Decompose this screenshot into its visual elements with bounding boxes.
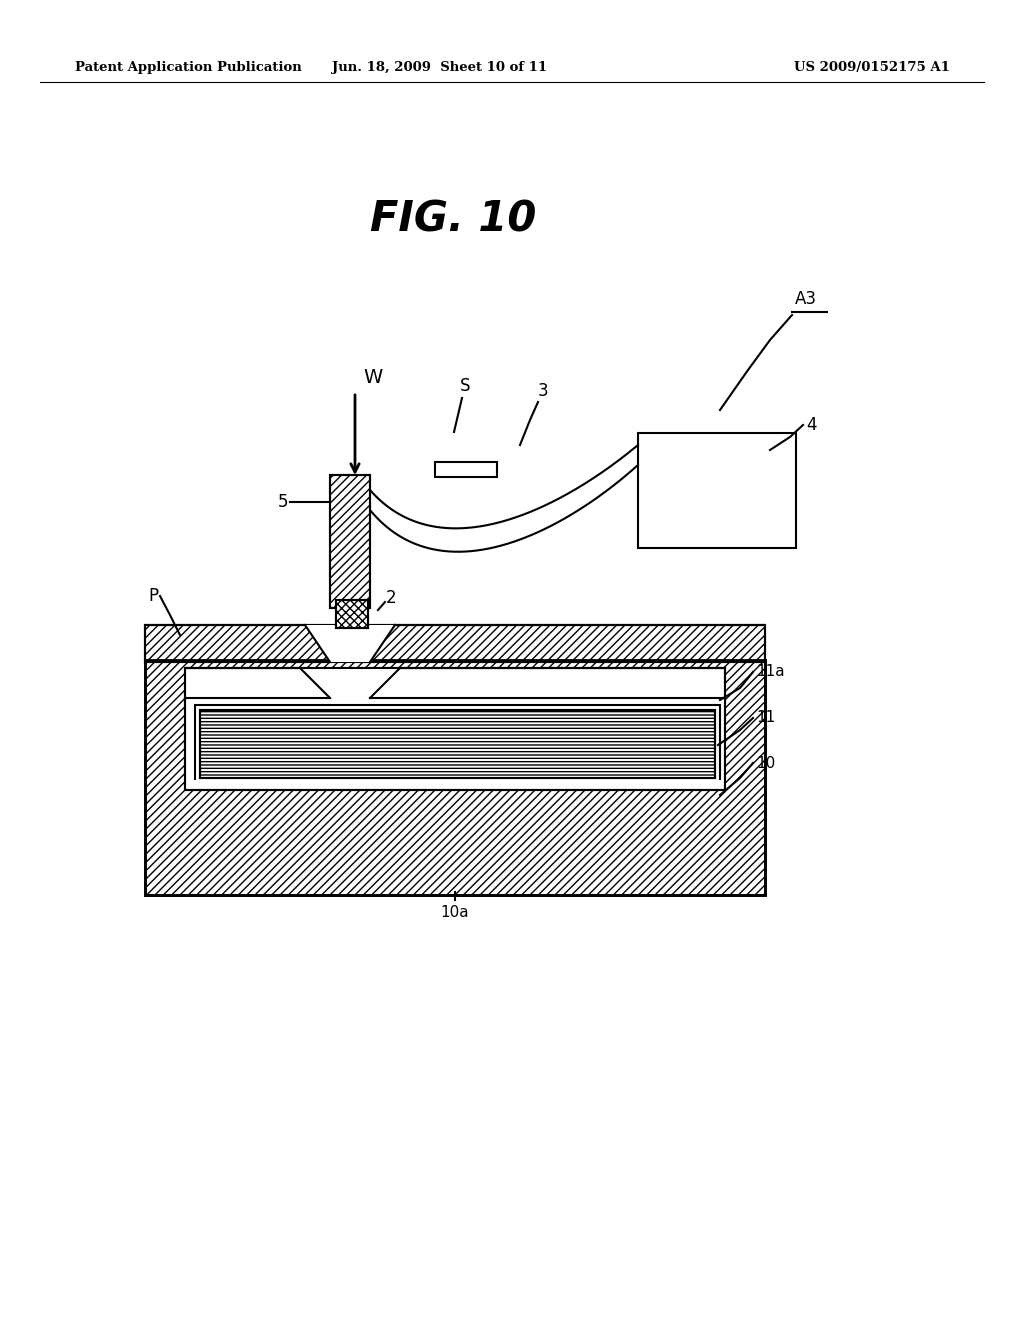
Polygon shape [300,668,400,698]
Text: 10: 10 [756,755,775,771]
Text: FIG. 10: FIG. 10 [370,199,537,242]
Bar [145,624,765,663]
Bar [200,710,715,777]
Bar [336,601,368,628]
Text: W: W [362,368,382,387]
Text: Jun. 18, 2009  Sheet 10 of 11: Jun. 18, 2009 Sheet 10 of 11 [333,62,548,74]
Text: 4: 4 [806,416,816,434]
Text: 3: 3 [538,381,549,400]
Bar [638,433,796,548]
Bar [145,624,765,663]
Bar [145,660,765,895]
Bar [187,780,723,788]
Text: 11a: 11a [756,664,784,680]
Bar [336,601,368,628]
Bar [185,668,725,789]
Bar [330,475,370,609]
Bar [330,475,370,609]
Bar [145,660,765,895]
Text: S: S [460,378,470,395]
Text: A3: A3 [795,290,817,308]
Bar [195,705,720,783]
Text: P: P [147,587,158,605]
Polygon shape [305,624,395,663]
Text: 5: 5 [278,492,288,511]
Bar [330,475,370,609]
Text: US 2009/0152175 A1: US 2009/0152175 A1 [795,62,950,74]
Bar [435,462,497,477]
Text: 11: 11 [756,710,775,726]
Bar [145,660,765,895]
Text: 10a: 10a [440,906,469,920]
Text: Patent Application Publication: Patent Application Publication [75,62,302,74]
Bar [200,710,715,777]
Bar [145,624,765,663]
Text: 2: 2 [386,589,396,607]
Bar [336,601,368,628]
Bar [200,710,715,777]
Bar [185,668,725,789]
